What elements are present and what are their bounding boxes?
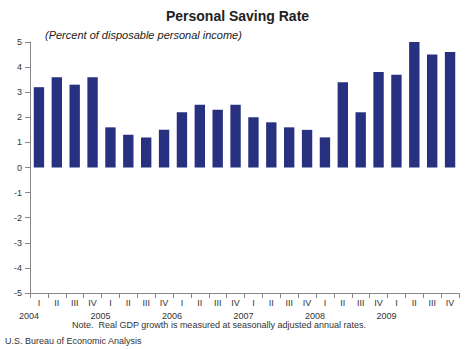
svg-text:Personal Saving Rate: Personal Saving Rate <box>166 8 309 24</box>
svg-text:II: II <box>54 298 59 308</box>
svg-text:II: II <box>269 298 274 308</box>
svg-text:IV: IV <box>446 298 455 308</box>
svg-text:(Percent of disposable persona: (Percent of disposable personal income) <box>45 29 242 41</box>
svg-text:-1: -1 <box>14 188 22 198</box>
svg-text:2004: 2004 <box>19 311 39 321</box>
svg-text:Note. Real GDP growth is meas: Note. Real GDP growth is measured at sea… <box>72 320 366 330</box>
svg-text:I: I <box>109 298 112 308</box>
svg-text:2008: 2008 <box>305 311 325 321</box>
svg-text:-5: -5 <box>14 288 22 298</box>
svg-text:2005: 2005 <box>90 311 110 321</box>
svg-text:II: II <box>126 298 131 308</box>
svg-text:I: I <box>181 298 184 308</box>
svg-text:I: I <box>252 298 255 308</box>
svg-text:I: I <box>38 298 41 308</box>
svg-text:-3: -3 <box>14 238 22 248</box>
svg-text:2: 2 <box>17 112 22 122</box>
svg-text:2007: 2007 <box>233 311 253 321</box>
svg-text:2009: 2009 <box>376 311 396 321</box>
svg-text:III: III <box>71 298 79 308</box>
svg-text:I: I <box>395 298 398 308</box>
svg-text:II: II <box>340 298 345 308</box>
svg-text:0: 0 <box>17 163 22 173</box>
svg-text:I: I <box>324 298 327 308</box>
svg-text:3: 3 <box>17 87 22 97</box>
svg-text:III: III <box>357 298 365 308</box>
svg-text:5: 5 <box>17 37 22 47</box>
svg-text:II: II <box>197 298 202 308</box>
svg-text:-4: -4 <box>14 263 22 273</box>
svg-text:IV: IV <box>303 298 312 308</box>
svg-text:IV: IV <box>231 298 240 308</box>
svg-text:III: III <box>214 298 222 308</box>
svg-text:III: III <box>142 298 150 308</box>
svg-text:II: II <box>412 298 417 308</box>
svg-text:IV: IV <box>88 298 97 308</box>
svg-text:III: III <box>285 298 293 308</box>
svg-text:-2: -2 <box>14 213 22 223</box>
svg-text:U.S. Bureau of Economic Analys: U.S. Bureau of Economic Analysis <box>5 336 142 346</box>
svg-text:IV: IV <box>160 298 169 308</box>
svg-text:III: III <box>428 298 436 308</box>
svg-text:2006: 2006 <box>162 311 182 321</box>
svg-text:1: 1 <box>17 137 22 147</box>
svg-text:IV: IV <box>374 298 383 308</box>
svg-text:4: 4 <box>17 62 22 72</box>
